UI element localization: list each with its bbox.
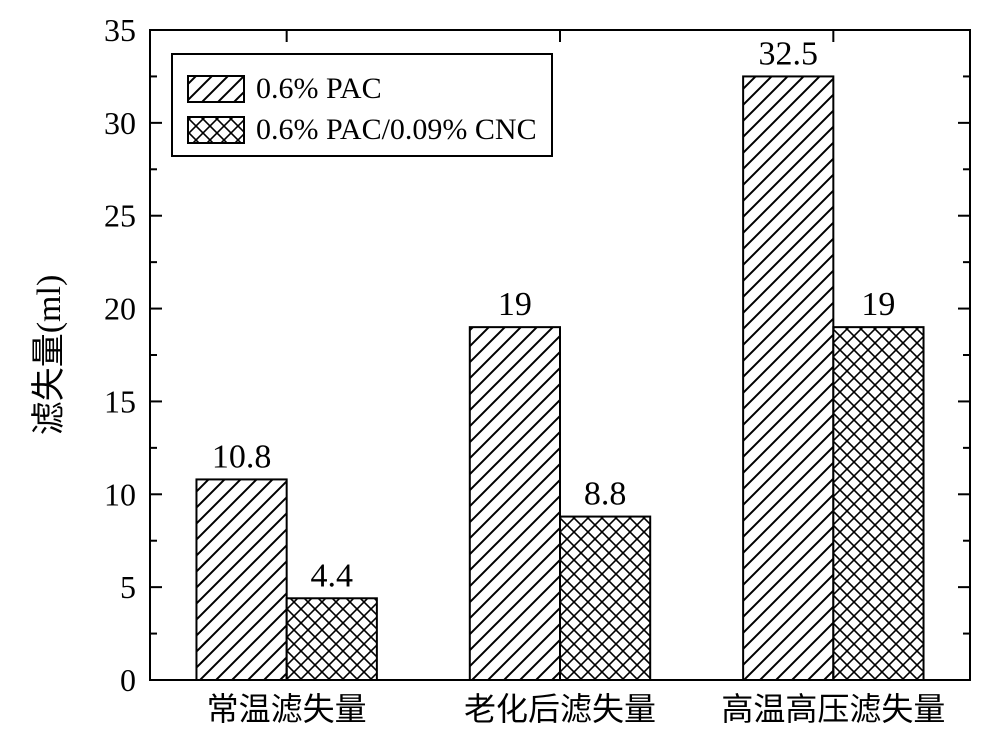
bar-0-0 xyxy=(196,479,286,680)
bar-value-label: 8.8 xyxy=(584,476,627,513)
bar-value-label: 19 xyxy=(498,286,532,323)
bar-1-0 xyxy=(287,598,377,680)
bar-1-2 xyxy=(833,327,923,680)
bar-value-label: 4.4 xyxy=(311,557,354,594)
category-label: 常温滤失量 xyxy=(207,691,367,727)
y-tick-label: 20 xyxy=(104,291,136,327)
y-tick-label: 35 xyxy=(104,12,136,48)
bar-1-1 xyxy=(560,517,650,680)
bar-value-label: 19 xyxy=(861,286,895,323)
category-label: 高温高压滤失量 xyxy=(721,691,945,727)
chart-container: 0 5 10 15 20 25 30 35 滤失量(ml) 10.8 4.4 常温滤失量 19 8.8 老化… xyxy=(0,0,1000,752)
y-tick-label: 30 xyxy=(104,105,136,141)
bar-0-1 xyxy=(470,327,560,680)
legend-swatch xyxy=(188,76,244,102)
bar-0-2 xyxy=(743,76,833,680)
legend-swatch xyxy=(188,117,244,143)
legend-label: 0.6% PAC/0.09% CNC xyxy=(256,113,537,146)
y-tick-label: 0 xyxy=(120,662,136,698)
legend-label: 0.6% PAC xyxy=(256,72,382,105)
y-axis-label: 滤失量(ml) xyxy=(30,275,68,436)
bar-value-label: 32.5 xyxy=(758,35,818,72)
y-tick-label: 15 xyxy=(104,383,136,419)
bar-chart: 0 5 10 15 20 25 30 35 滤失量(ml) 10.8 4.4 常温滤失量 19 8.8 老化… xyxy=(0,0,1000,752)
y-tick-label: 5 xyxy=(120,569,136,605)
category-label: 老化后滤失量 xyxy=(464,691,656,727)
y-tick-label: 10 xyxy=(104,476,136,512)
y-tick-label: 25 xyxy=(104,198,136,234)
bar-value-label: 10.8 xyxy=(212,438,272,475)
